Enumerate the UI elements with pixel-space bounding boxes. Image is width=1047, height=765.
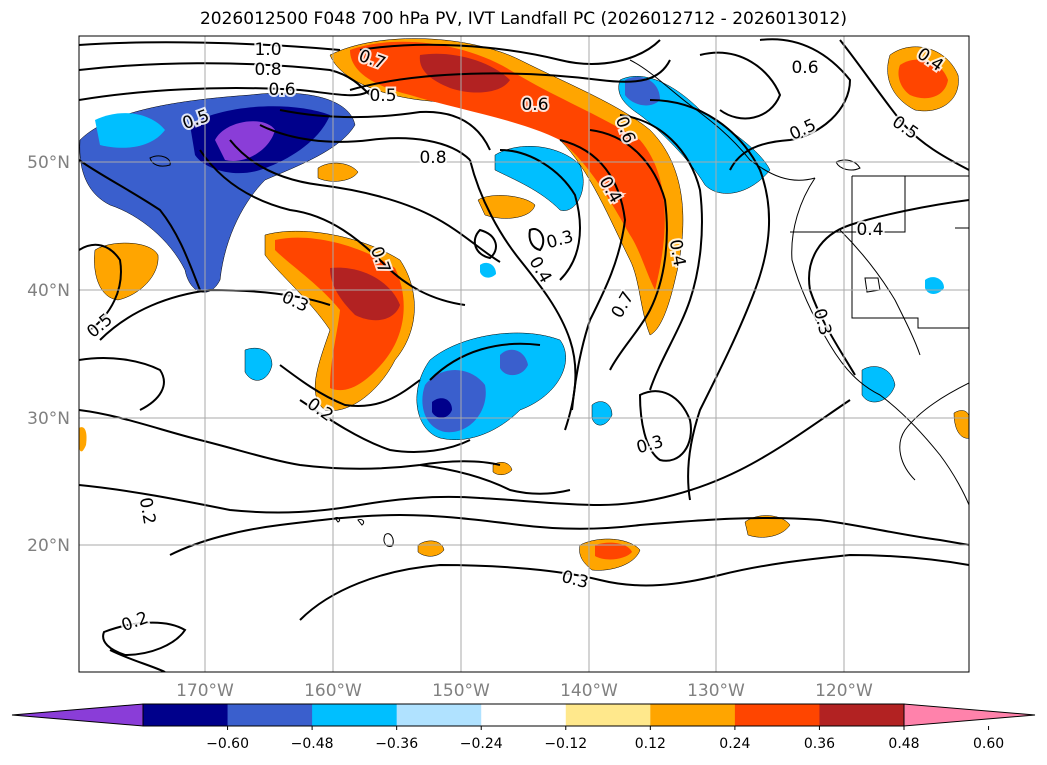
- contour-label: 0.3: [634, 432, 665, 458]
- shade-negative-region: [95, 113, 165, 148]
- shade-negative-region: [215, 121, 275, 161]
- lon-label: 150°W: [432, 681, 490, 701]
- lat-label: 30°N: [27, 409, 70, 429]
- shaded-field: [79, 38, 969, 571]
- longitude-labels: 170°W 160°W 150°W 140°W 130°W 120°W: [176, 681, 873, 701]
- contour-label: 0.6: [521, 95, 548, 115]
- shade-positive-region: [953, 410, 969, 439]
- colorbar-tick-label: −0.48: [291, 736, 334, 752]
- colorbar-tick-labels: −0.60 −0.48 −0.36 −0.24 −0.12 0.12 0.24 0.36 0.4…: [206, 726, 1004, 752]
- colorbar-segment: [650, 704, 736, 726]
- shade-positive-region: [350, 41, 665, 290]
- contour-label: 0.2: [119, 608, 151, 636]
- colorbar-tick-label: 0.36: [804, 736, 835, 752]
- shade-negative-region: [591, 401, 613, 426]
- shade-negative-region: [925, 277, 944, 294]
- colorbar-extend-max: [903, 703, 1036, 727]
- contour-label: 0.7: [608, 288, 639, 321]
- lat-label: 20°N: [27, 536, 70, 556]
- colorbar: [11, 703, 1036, 727]
- colorbar-frame: [142, 703, 905, 727]
- colorbar-tick-label: 0.48: [888, 736, 919, 752]
- contour-label: 1.0: [254, 40, 281, 60]
- shade-negative-region: [480, 262, 496, 278]
- shade-negative-region: [432, 398, 452, 418]
- colorbar-segment: [143, 704, 229, 726]
- contour-label: 0.5: [369, 86, 396, 106]
- contour-label: 0.2: [135, 496, 159, 526]
- shade-positive-region: [477, 195, 536, 219]
- shade-negative-region: [500, 349, 528, 376]
- colorbar-tick-label: 0.12: [635, 736, 666, 752]
- lon-label: 140°W: [560, 681, 618, 701]
- colorbar-tick-label: 0.60: [973, 736, 1004, 752]
- map-title: 2026012500 F048 700 hPa PV, IVT Landfall…: [199, 9, 847, 29]
- map-frame: [78, 35, 970, 673]
- shade-negative-region: [861, 366, 896, 403]
- pv-contours: [79, 38, 969, 672]
- shade-positive-region: [898, 59, 948, 99]
- contour-label: 0.6: [268, 80, 295, 100]
- shade-positive-region: [330, 267, 400, 321]
- shade-negative-region: [625, 76, 660, 106]
- coastlines: [149, 59, 969, 547]
- lon-label: 130°W: [687, 681, 745, 701]
- shade-positive-region: [317, 162, 359, 182]
- colorbar-tick-label: 0.24: [719, 736, 750, 752]
- lat-label: 40°N: [27, 281, 70, 301]
- colorbar-tick-label: −0.24: [460, 736, 503, 752]
- contour-label: 0.5: [83, 310, 117, 343]
- colorbar-segment: [481, 704, 567, 726]
- colorbar-segment: [396, 704, 482, 726]
- colorbar-segment: [734, 704, 820, 726]
- shade-positive-region: [94, 242, 159, 301]
- shade-negative-region: [618, 76, 771, 194]
- shade-negative-region: [244, 347, 273, 381]
- shade-positive-region: [744, 515, 791, 538]
- contour-label: 0.6: [791, 58, 818, 78]
- contour-label: 0.8: [419, 148, 446, 168]
- lon-label: 160°W: [304, 681, 362, 701]
- colorbar-segment: [227, 704, 313, 726]
- colorbar-extend-min: [11, 703, 144, 727]
- contour-label: 0.5: [888, 112, 922, 144]
- colorbar-tick-label: −0.36: [375, 736, 418, 752]
- colorbar-segment: [312, 704, 398, 726]
- contour-label: 0.8: [254, 60, 281, 80]
- contour-label: 0.4: [856, 220, 883, 240]
- colorbar-tick-label: −0.60: [206, 736, 249, 752]
- lon-label: 120°W: [815, 681, 873, 701]
- shade-positive-region: [79, 427, 87, 452]
- lon-label: 170°W: [176, 681, 234, 701]
- shade-positive-region: [417, 540, 445, 557]
- contour-label: 0.3: [559, 567, 590, 593]
- colorbar-segment: [565, 704, 651, 726]
- graticule: [79, 36, 969, 672]
- lat-label: 50°N: [27, 153, 70, 173]
- colorbar-tick-label: −0.12: [544, 736, 587, 752]
- latitude-labels: 50°N 40°N 30°N 20°N: [27, 153, 70, 556]
- contour-label: 0.4: [525, 253, 556, 286]
- contour-label: 0.3: [809, 306, 835, 337]
- shade-positive-region: [595, 542, 632, 560]
- contour-label: 0.3: [544, 227, 575, 253]
- colorbar-segment: [819, 704, 905, 726]
